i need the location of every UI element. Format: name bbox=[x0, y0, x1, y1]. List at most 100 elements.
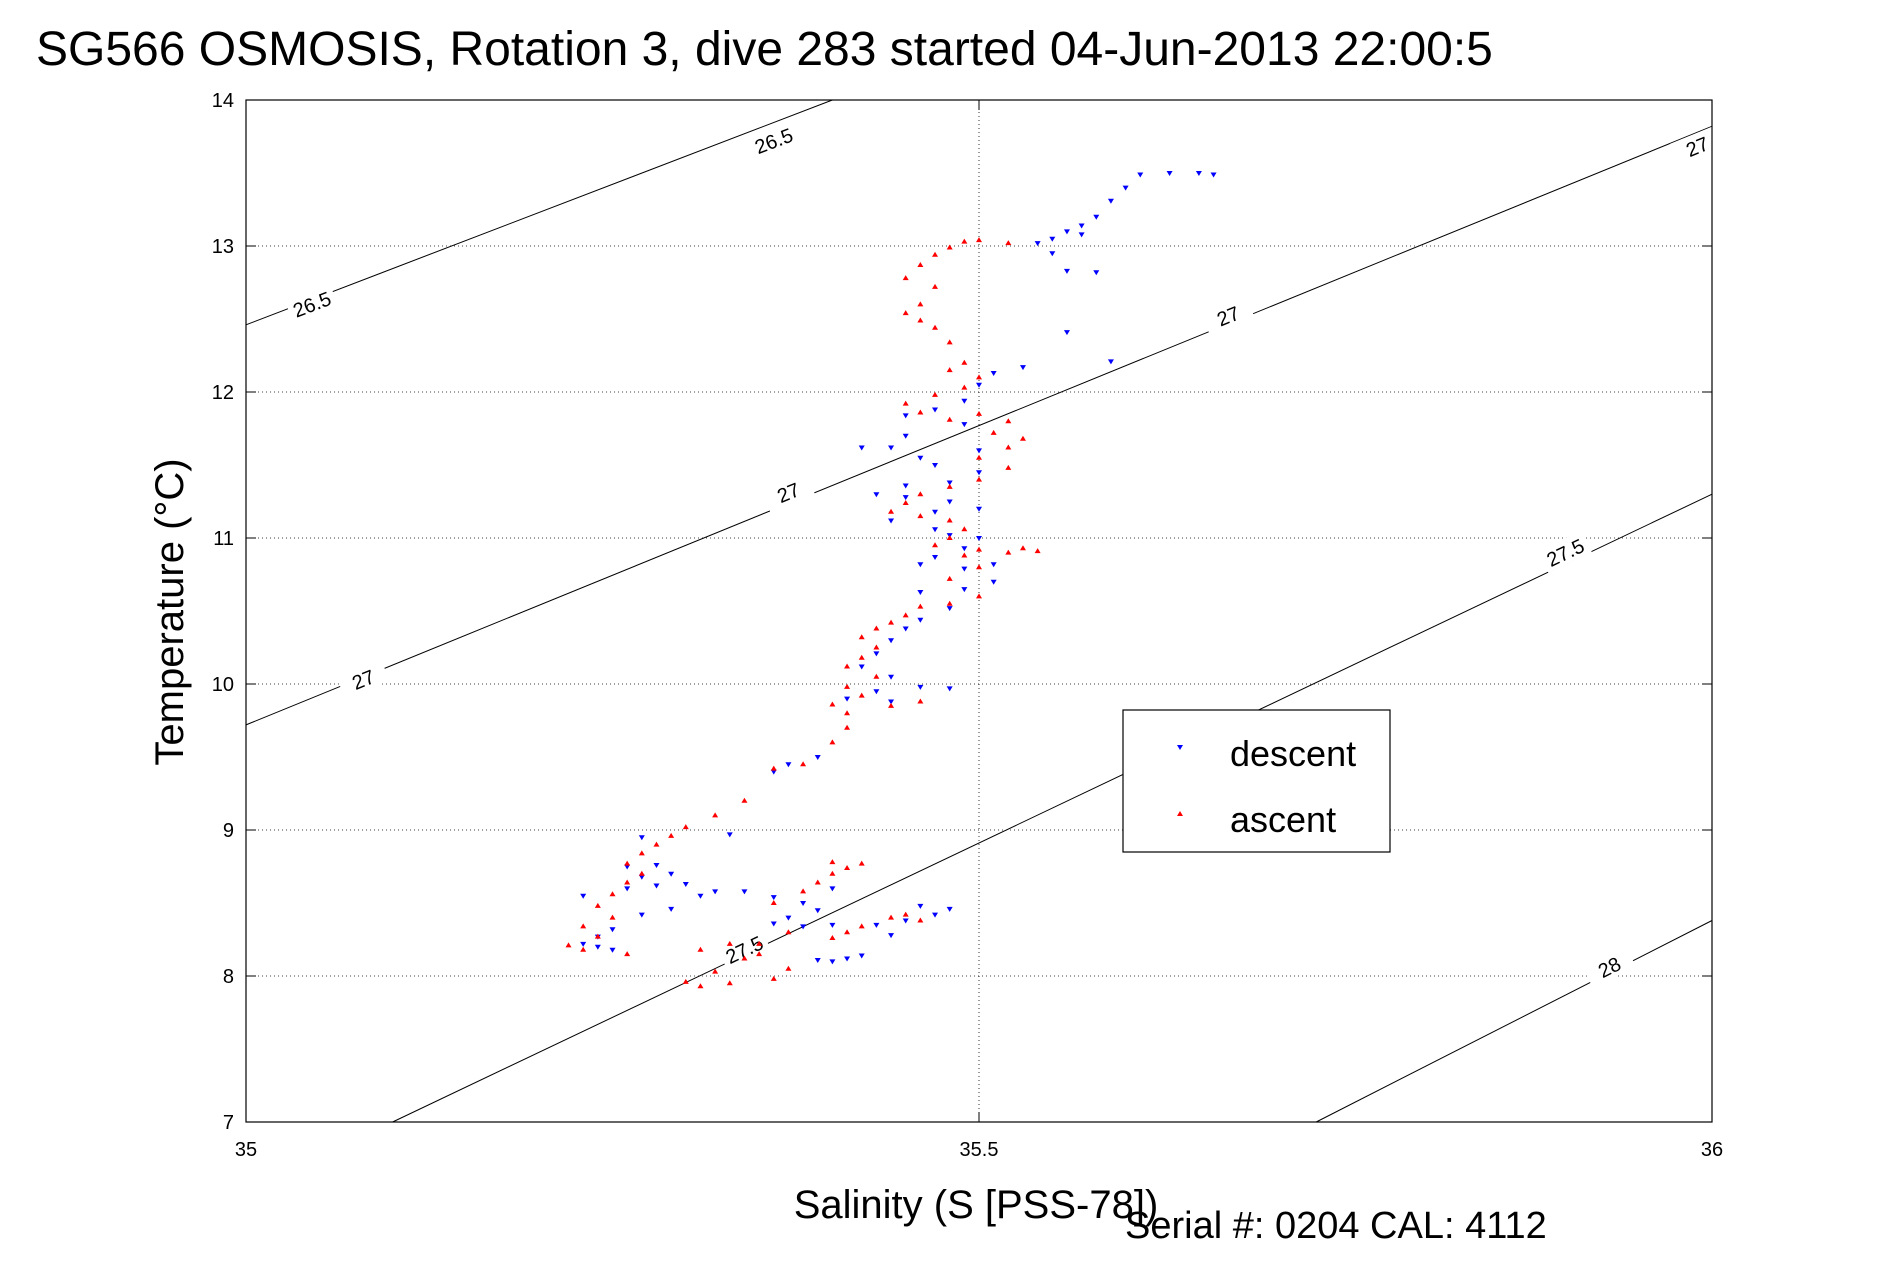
descent-point bbox=[668, 906, 675, 912]
descent-point bbox=[1210, 172, 1217, 178]
descent-point bbox=[1137, 172, 1144, 178]
ascent-point bbox=[902, 400, 909, 406]
descent-point bbox=[653, 883, 660, 889]
y-tick-label: 12 bbox=[212, 382, 234, 404]
ascent-point bbox=[961, 552, 968, 558]
descent-point bbox=[1049, 251, 1056, 257]
ascent-point bbox=[932, 391, 939, 397]
contour-label-group: 27 bbox=[1201, 294, 1255, 336]
ascent-point bbox=[873, 625, 880, 631]
ascent-point bbox=[697, 983, 704, 989]
descent-point bbox=[668, 871, 675, 877]
contour-label-bg bbox=[717, 927, 771, 970]
ascent-point bbox=[946, 575, 953, 581]
descent-point bbox=[1034, 241, 1041, 247]
ascent-point bbox=[638, 870, 645, 876]
x-tick-label: 35 bbox=[235, 1139, 257, 1161]
legend-ascent-label: ascent bbox=[1230, 799, 1336, 840]
ascent-point bbox=[770, 765, 777, 771]
y-tick-label: 8 bbox=[223, 966, 234, 988]
y-axis-label: Temperature (°C) bbox=[148, 458, 192, 765]
ascent-point bbox=[624, 879, 631, 885]
ascent-point bbox=[858, 923, 865, 929]
legend-descent-marker bbox=[1177, 745, 1183, 750]
descent-point bbox=[902, 918, 909, 924]
ascent-point bbox=[888, 914, 895, 920]
descent-point bbox=[858, 664, 865, 670]
descent-point bbox=[917, 617, 924, 623]
ascent-point bbox=[726, 940, 733, 946]
ascent-point bbox=[844, 929, 851, 935]
descent-point bbox=[770, 921, 777, 927]
descent-point bbox=[814, 755, 821, 760]
ascent-point bbox=[961, 526, 968, 532]
descent-point bbox=[917, 562, 924, 568]
descent-point bbox=[932, 912, 939, 918]
descent-point bbox=[609, 947, 616, 953]
descent-point bbox=[932, 407, 939, 413]
ascent-point bbox=[844, 683, 851, 689]
descent-point bbox=[976, 506, 982, 512]
contour-label-bg bbox=[1582, 944, 1636, 988]
descent-point bbox=[624, 864, 631, 870]
descent-point bbox=[770, 769, 777, 775]
ascent-point bbox=[917, 317, 924, 323]
ascent-point bbox=[594, 933, 601, 939]
ascent-point bbox=[946, 367, 953, 373]
descent-point bbox=[682, 882, 689, 888]
descent-point bbox=[873, 492, 880, 498]
ascent-point bbox=[858, 634, 865, 640]
descent-point bbox=[917, 590, 924, 596]
descent-point bbox=[1122, 185, 1129, 191]
ascent-point bbox=[844, 663, 851, 669]
descent-point bbox=[712, 889, 719, 895]
descent-point bbox=[873, 922, 880, 928]
ascent-point bbox=[917, 301, 924, 307]
ascent-point bbox=[961, 238, 968, 244]
ascent-point bbox=[932, 283, 939, 289]
ascent-point bbox=[712, 812, 719, 818]
ascent-point bbox=[609, 891, 616, 897]
ascent-point bbox=[624, 951, 631, 957]
contour-label-group: 28 bbox=[1582, 944, 1636, 988]
descent-point bbox=[1195, 171, 1202, 176]
ascent-point bbox=[902, 612, 909, 618]
y-tick-label: 7 bbox=[223, 1112, 234, 1134]
contour-label: 26.5 bbox=[752, 125, 796, 159]
ascent-point bbox=[858, 654, 865, 660]
ascent-point bbox=[902, 911, 909, 917]
ascent-point bbox=[829, 859, 836, 865]
descent-point bbox=[888, 445, 895, 451]
descent-point bbox=[594, 944, 601, 950]
ascent-point bbox=[638, 850, 645, 856]
ascent-point bbox=[946, 339, 953, 345]
ascent-point bbox=[682, 978, 689, 984]
ascent-point bbox=[1005, 549, 1012, 555]
descent-point bbox=[800, 924, 807, 930]
descent-point bbox=[1078, 232, 1085, 238]
descent-point bbox=[932, 509, 939, 515]
ascent-point bbox=[682, 824, 689, 830]
descent-point bbox=[580, 893, 587, 899]
contour-label-bg bbox=[284, 283, 339, 324]
descent-point bbox=[917, 903, 924, 909]
ascent-point bbox=[976, 374, 982, 380]
legend: descent ascent bbox=[1122, 709, 1391, 853]
ascent-point bbox=[976, 454, 982, 460]
descent-point bbox=[844, 956, 851, 962]
descent-point bbox=[888, 699, 895, 705]
x-tick-label: 36 bbox=[1701, 1139, 1723, 1161]
legend-descent-label: descent bbox=[1230, 733, 1356, 774]
ascent-point bbox=[976, 593, 982, 599]
ascent-point bbox=[917, 917, 924, 923]
descent-point bbox=[976, 382, 982, 388]
descent-point bbox=[917, 684, 924, 690]
ascent-point bbox=[932, 542, 939, 548]
ascent-point bbox=[756, 940, 763, 946]
descent-point bbox=[946, 606, 953, 612]
ascent-point bbox=[917, 698, 924, 704]
descent-point bbox=[932, 554, 939, 560]
ascent-point bbox=[946, 600, 953, 606]
ascent-point bbox=[917, 513, 924, 519]
contour-label: 26.5 bbox=[290, 288, 334, 322]
